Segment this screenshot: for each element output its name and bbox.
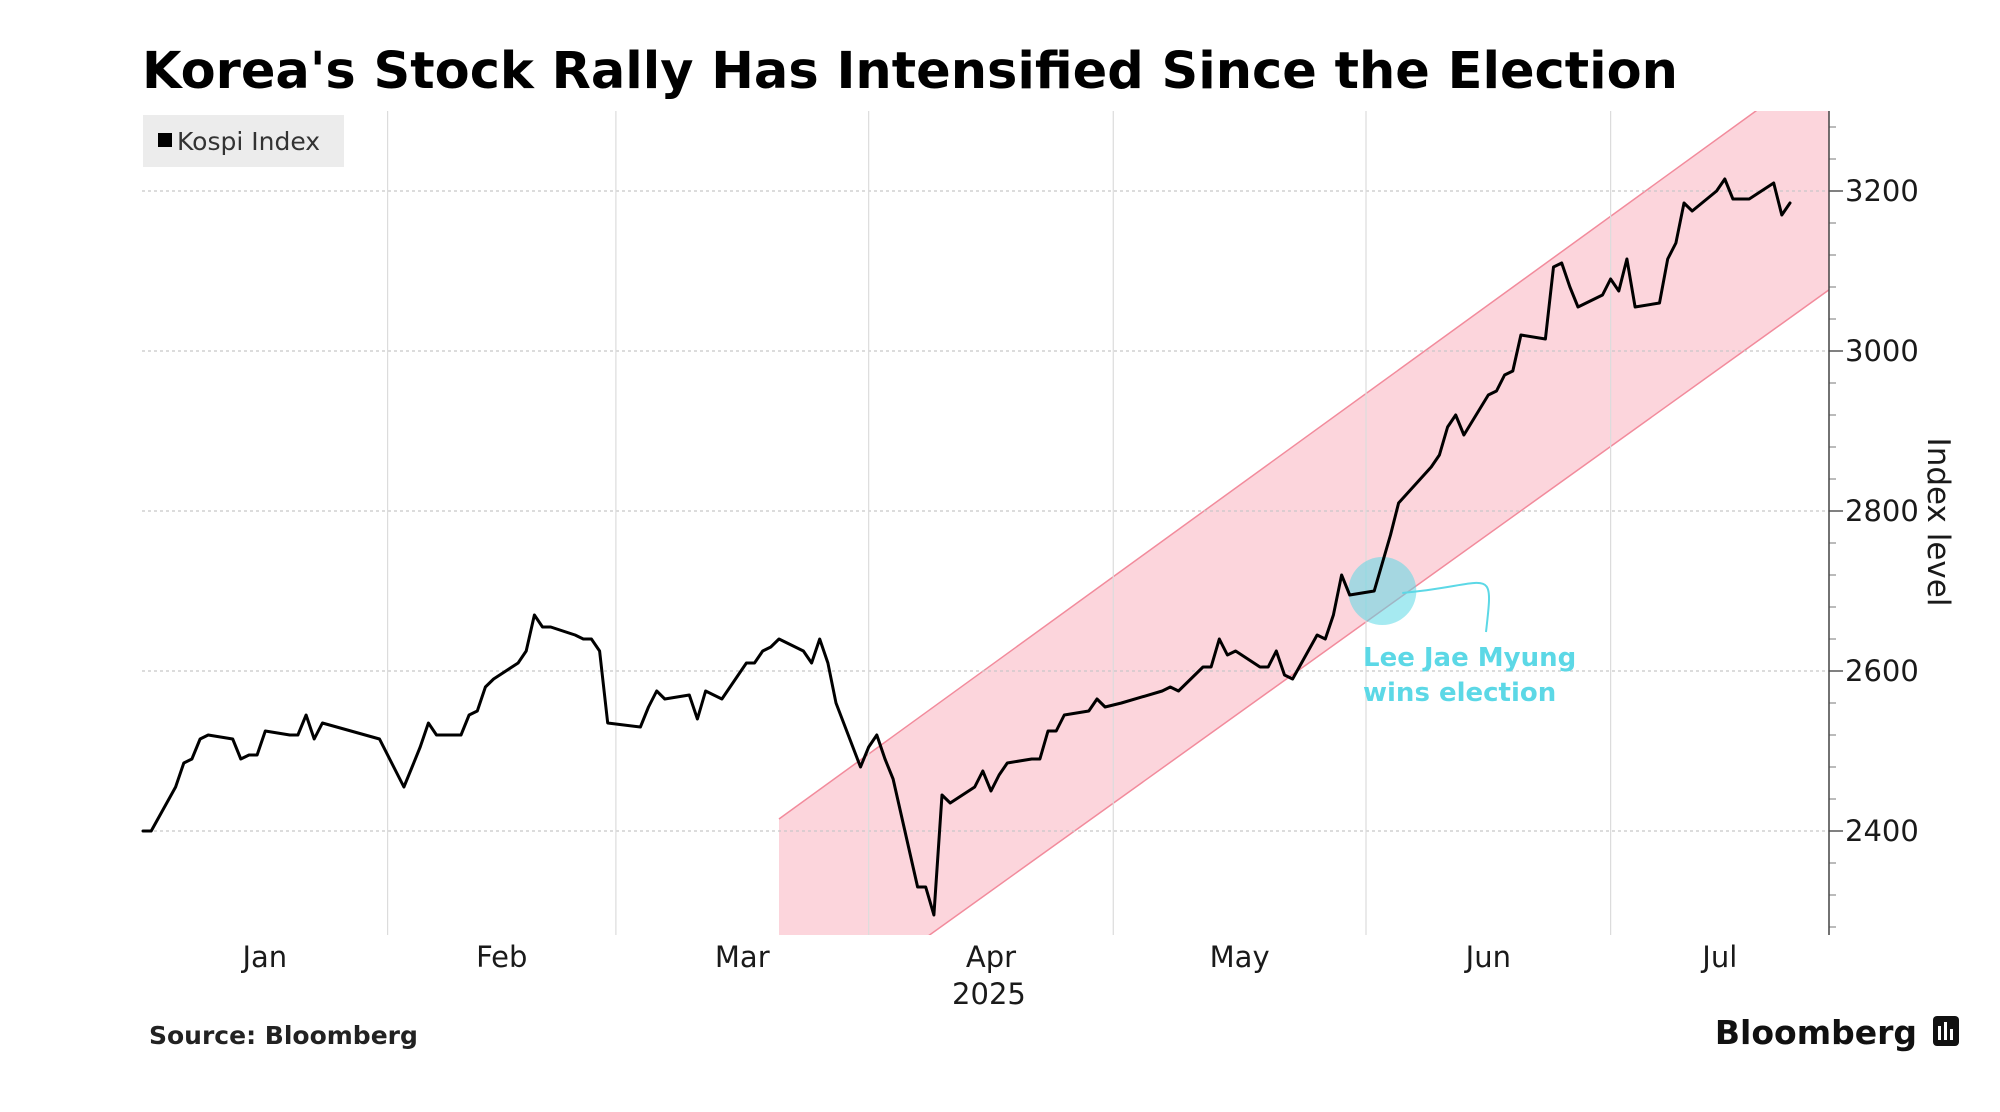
kospi-index-line xyxy=(141,177,1792,917)
y-tick-label: 3200 xyxy=(1845,174,1919,208)
y-tick-label: 2600 xyxy=(1845,654,1919,688)
y-tick-label: 2800 xyxy=(1845,494,1919,528)
legend-box xyxy=(143,115,344,167)
election-highlight-circle xyxy=(1348,557,1417,625)
legend-swatch xyxy=(158,133,172,147)
y-tick-label: 2400 xyxy=(1845,814,1919,848)
x-tick-label: Jun xyxy=(1464,940,1511,974)
x-year-label: 2025 xyxy=(952,977,1026,1011)
annotation-text: wins election xyxy=(1363,678,1556,708)
chart-title: Korea's Stock Rally Has Intensified Sinc… xyxy=(142,42,1678,101)
legend: Kospi Index xyxy=(143,115,344,167)
channel-lower-edge xyxy=(928,288,1829,935)
legend-label: Kospi Index xyxy=(177,127,320,156)
x-tick-label: Jan xyxy=(240,940,287,974)
channel-band xyxy=(779,111,1829,935)
annotation-text: Lee Jae Myung xyxy=(1363,643,1576,673)
series-layer: Lee Jae Myung wins election xyxy=(141,177,1792,917)
x-tick-label: Jul xyxy=(1700,940,1737,974)
channel-upper-edge xyxy=(778,111,1758,820)
y-tick-label: 3000 xyxy=(1845,334,1919,368)
grid-lines xyxy=(142,111,1829,935)
x-tick-label: Feb xyxy=(476,940,527,974)
axes: 2400 2600 2800 3000 3200 Jan Feb Mar Apr May Jun Ju… xyxy=(240,111,1919,1011)
plot-background xyxy=(778,111,1829,935)
x-tick-label: Mar xyxy=(715,940,770,974)
y-axis-label: Index level xyxy=(1920,438,1956,607)
bloomberg-brand: Bloomberg xyxy=(1715,1013,1959,1052)
channel-band-group xyxy=(778,111,1829,935)
bloomberg-logo-icon xyxy=(1933,1016,1959,1046)
source-note: Source: Bloomberg xyxy=(149,1021,418,1050)
x-tick-label: May xyxy=(1210,940,1270,974)
annotation-leader xyxy=(1402,581,1491,633)
x-tick-label: Apr xyxy=(966,940,1016,974)
brand-wordmark: Bloomberg xyxy=(1715,1013,1917,1052)
